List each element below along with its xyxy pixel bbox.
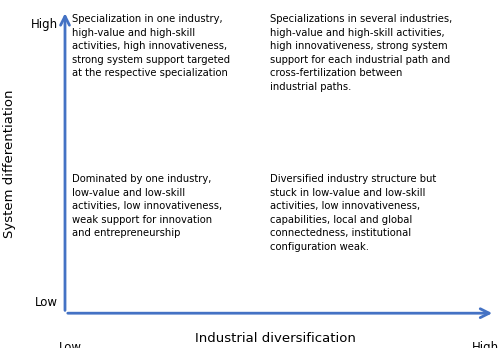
Text: Specializations in several industries,
high-value and high-skill activities,
hig: Specializations in several industries, h… xyxy=(270,14,452,92)
Text: System differentiation: System differentiation xyxy=(4,89,16,238)
Text: Dominated by one industry,
low-value and low-skill
activities, low innovativenes: Dominated by one industry, low-value and… xyxy=(72,174,223,238)
Text: High: High xyxy=(30,18,58,31)
Text: Diversified industry structure but
stuck in low-value and low-skill
activities, : Diversified industry structure but stuck… xyxy=(270,174,436,252)
Text: High: High xyxy=(472,341,498,348)
Text: Low: Low xyxy=(58,341,82,348)
Text: Low: Low xyxy=(34,296,58,309)
Text: Industrial diversification: Industrial diversification xyxy=(194,332,356,345)
Text: Specialization in one industry,
high-value and high-skill
activities, high innov: Specialization in one industry, high-val… xyxy=(72,14,231,78)
